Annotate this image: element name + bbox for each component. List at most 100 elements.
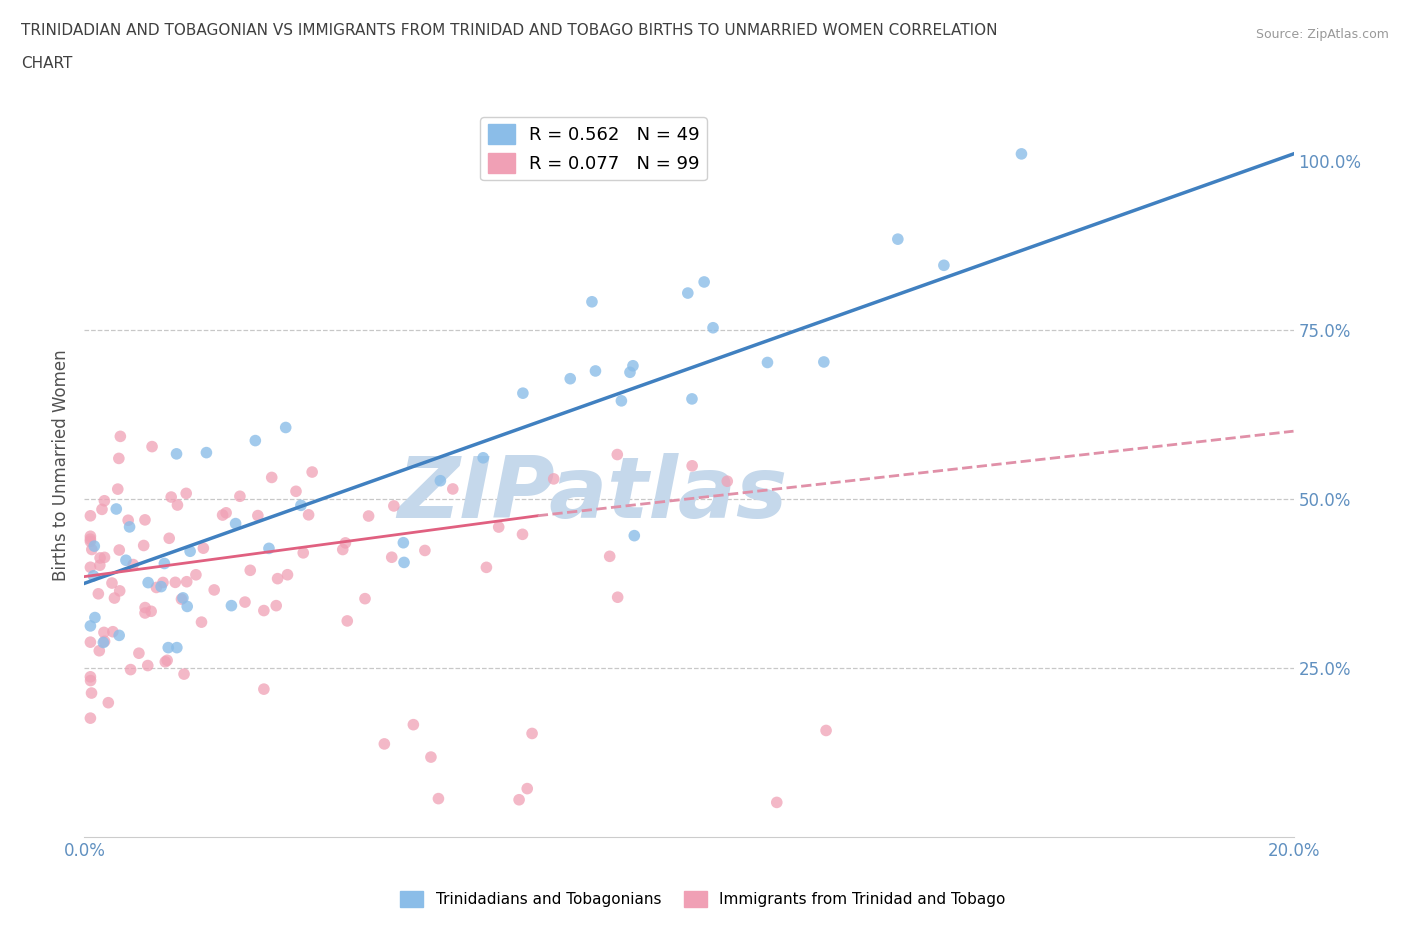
Text: TRINIDADIAN AND TOBAGONIAN VS IMMIGRANTS FROM TRINIDAD AND TOBAGO BIRTHS TO UNMA: TRINIDADIAN AND TOBAGONIAN VS IMMIGRANTS… (21, 23, 998, 38)
Y-axis label: Births to Unmarried Women: Births to Unmarried Women (52, 349, 70, 581)
Point (1011, 146, 1033, 161)
Point (179, 544, 201, 559)
Point (233, 594, 256, 609)
Point (381, 550, 404, 565)
Point (429, 473, 451, 488)
Point (702, 320, 724, 335)
Point (512, 386, 534, 401)
Point (599, 549, 621, 564)
Point (813, 354, 835, 369)
Point (84, 610, 107, 625)
Point (516, 781, 538, 796)
Point (101, 576, 124, 591)
Point (193, 540, 215, 555)
Point (80, 685, 103, 700)
Point (134, 512, 156, 527)
Point (693, 274, 716, 289)
Point (357, 509, 380, 524)
Point (93, 625, 115, 640)
Point (153, 556, 176, 571)
Point (110, 429, 132, 444)
Point (79, 560, 101, 575)
Point (765, 795, 787, 810)
Point (122, 557, 145, 572)
Point (225, 516, 247, 531)
Point (413, 543, 436, 558)
Point (276, 567, 298, 582)
Point (202, 582, 225, 597)
Point (335, 536, 357, 551)
Point (79, 529, 101, 544)
Legend: Trinidadians and Tobagonians, Immigrants from Trinidad and Tobago: Trinidadians and Tobagonians, Immigrants… (394, 884, 1012, 913)
Point (79, 673, 101, 688)
Point (184, 567, 207, 582)
Point (292, 545, 315, 560)
Point (266, 571, 288, 586)
Point (585, 364, 607, 379)
Point (117, 512, 139, 527)
Point (136, 575, 159, 590)
Point (79, 634, 101, 649)
Point (382, 498, 405, 513)
Point (211, 508, 233, 523)
Point (155, 655, 177, 670)
Point (515, 150, 537, 165)
Point (79, 618, 101, 633)
Point (152, 575, 174, 590)
Point (166, 640, 188, 655)
Point (89, 644, 111, 658)
Point (581, 294, 603, 309)
Point (157, 531, 180, 546)
Point (97, 696, 120, 711)
Point (101, 624, 124, 639)
Point (172, 591, 194, 605)
Point (173, 667, 195, 682)
Point (472, 450, 495, 465)
Point (160, 489, 183, 504)
Point (475, 560, 498, 575)
Point (107, 482, 129, 497)
Point (215, 505, 238, 520)
Point (156, 653, 179, 668)
Point (488, 520, 510, 535)
Point (134, 605, 156, 620)
Point (80, 542, 103, 557)
Point (118, 520, 141, 535)
Point (176, 599, 198, 614)
Point (150, 579, 173, 594)
Point (606, 447, 628, 462)
Point (93, 634, 115, 649)
Point (681, 458, 703, 473)
Point (301, 465, 323, 480)
Point (103, 591, 125, 605)
Point (932, 258, 955, 272)
Point (139, 604, 162, 618)
Point (392, 555, 415, 570)
Point (170, 591, 193, 606)
Point (257, 541, 280, 556)
Text: CHART: CHART (21, 56, 73, 71)
Point (229, 489, 252, 504)
Point (79, 532, 101, 547)
Point (245, 433, 267, 448)
Point (253, 682, 276, 697)
Point (606, 590, 628, 604)
Point (91, 502, 114, 517)
Point (87, 586, 110, 601)
Point (560, 371, 582, 386)
Point (79, 534, 101, 549)
Point (166, 446, 188, 461)
Legend: R = 0.562   N = 49, R = 0.077   N = 99: R = 0.562 N = 49, R = 0.077 N = 99 (481, 117, 707, 180)
Point (623, 528, 645, 543)
Point (108, 583, 131, 598)
Point (89, 551, 111, 565)
Point (174, 485, 197, 500)
Point (297, 508, 319, 523)
Point (676, 286, 699, 300)
Point (253, 604, 276, 618)
Point (165, 575, 187, 590)
Point (260, 470, 283, 485)
Point (108, 542, 131, 557)
Point (392, 536, 415, 551)
Point (108, 628, 131, 643)
